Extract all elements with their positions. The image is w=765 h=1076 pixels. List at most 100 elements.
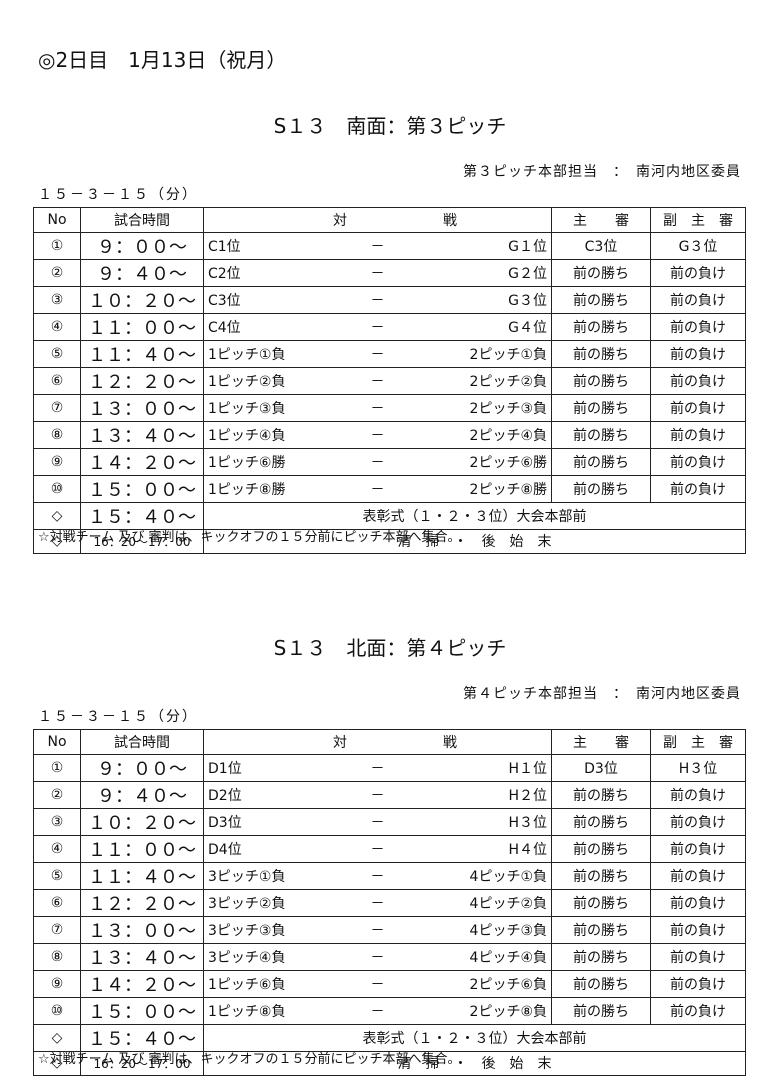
match-no: ⑦	[33, 393, 81, 422]
referee: 前の勝ち	[551, 258, 651, 287]
match-cell: C3位 － G３位	[203, 285, 552, 314]
match-no: ⑩	[33, 996, 81, 1025]
team-a: D2位	[208, 787, 242, 804]
match-cell: 1ピッチ⑥勝 － 2ピッチ⑥勝	[203, 447, 552, 476]
match-row: ⑤ １１：４０～ 1ピッチ①負 － 2ピッチ①負 前の勝ち 前の負け	[33, 339, 746, 368]
vs: －	[370, 841, 385, 858]
vs: －	[370, 976, 385, 993]
team-a: 1ピッチ⑧勝	[208, 481, 286, 498]
match-time: １３：４０～	[80, 420, 204, 449]
match-no: ⑨	[33, 447, 81, 476]
match-time: １１：４０～	[80, 861, 204, 890]
assistant: 前の負け	[650, 915, 746, 944]
page-title: ◎2日目 1月13日（祝月）	[38, 48, 287, 72]
match-no: ⑦	[33, 915, 81, 944]
match-row: ⑩ １５：００～ 1ピッチ⑧負 － 2ピッチ⑧負 前の勝ち 前の負け	[33, 996, 746, 1025]
match-no: ◇	[33, 1050, 81, 1076]
team-b: 4ピッチ④負	[469, 949, 547, 966]
team-a: D4位	[208, 841, 242, 858]
referee: D3位	[551, 753, 651, 782]
vs: －	[370, 400, 385, 417]
vs: －	[370, 373, 385, 390]
match-cell: 1ピッチ②負 － 2ピッチ②負	[203, 366, 552, 395]
match: C2位 － G２位	[208, 263, 547, 283]
team-b: 2ピッチ③負	[469, 400, 547, 417]
assistant: 前の負け	[650, 447, 746, 476]
event: 清 掃 ・ 後 始 末	[203, 528, 746, 554]
team-b: H４位	[508, 841, 547, 858]
col-header: 戦	[443, 212, 457, 229]
match-cell: 3ピッチ③負 － 4ピッチ③負	[203, 915, 552, 944]
team-b: H２位	[508, 787, 547, 804]
vs: －	[370, 346, 385, 363]
assistant: 前の負け	[650, 861, 746, 890]
match-header: 対戦	[208, 732, 547, 752]
team-a: 3ピッチ①負	[208, 868, 286, 885]
team-a: 3ピッチ③負	[208, 922, 286, 939]
col-header: 試合時間	[80, 729, 204, 755]
match-cell: D2位 － H２位	[203, 780, 552, 809]
match-cell: 1ピッチ⑥負 － 2ピッチ⑥負	[203, 969, 552, 998]
vs: －	[370, 427, 385, 444]
match-cell: D1位 － H１位	[203, 753, 552, 782]
col-header: 主 審	[551, 207, 651, 233]
match-row: ◇ 16：20～17：00 清 掃 ・ 後 始 末	[33, 1050, 746, 1076]
match: D1位 － H１位	[208, 758, 547, 778]
vs: －	[370, 265, 385, 282]
match-time: １３：４０～	[80, 942, 204, 971]
team-b: H１位	[508, 760, 547, 777]
match-row: ② ９：４０～ C2位 － G２位 前の勝ち 前の負け	[33, 258, 746, 287]
match-cell: D3位 － H３位	[203, 807, 552, 836]
team-a: 3ピッチ④負	[208, 949, 286, 966]
team-a: 1ピッチ⑥勝	[208, 454, 286, 471]
team-a: D1位	[208, 760, 242, 777]
vs: －	[370, 481, 385, 498]
match-header: 対戦	[208, 210, 547, 230]
assistant: H３位	[650, 753, 746, 782]
match-row: ◇ １５：４０～ 表彰式（１・２・３位）大会本部前	[33, 1023, 746, 1052]
referee: 前の勝ち	[551, 420, 651, 449]
match-time: １５：００～	[80, 996, 204, 1025]
match-no: ③	[33, 807, 81, 836]
vs: －	[370, 319, 385, 336]
match: C3位 － G３位	[208, 290, 547, 310]
match: 3ピッチ②負 － 4ピッチ②負	[208, 893, 547, 913]
team-b: G３位	[508, 292, 547, 309]
match: D2位 － H２位	[208, 785, 547, 805]
match-time: １５：４０～	[80, 1023, 204, 1052]
referee: 前の勝ち	[551, 861, 651, 890]
match-no: ④	[33, 312, 81, 341]
match-row: ◇ １５：４０～ 表彰式（１・２・３位）大会本部前	[33, 501, 746, 530]
header-row: No 試合時間対戦主 審副 主 審	[33, 207, 746, 233]
match: 1ピッチ⑥負 － 2ピッチ⑥負	[208, 974, 547, 994]
team-b: 2ピッチ⑥負	[469, 976, 547, 993]
vs: －	[370, 949, 385, 966]
team-a: 1ピッチ②負	[208, 373, 286, 390]
vs: －	[370, 814, 385, 831]
match-time: １５：００～	[80, 474, 204, 503]
event: 表彰式（１・２・３位）大会本部前	[203, 1023, 746, 1052]
match-time: 16：20～17：00	[80, 1050, 204, 1076]
assistant: 前の負け	[650, 258, 746, 287]
team-b: 2ピッチ④負	[469, 427, 547, 444]
assistant: 前の負け	[650, 996, 746, 1025]
team-a: 3ピッチ②負	[208, 895, 286, 912]
col-header: 試合時間	[80, 207, 204, 233]
event: 表彰式（１・２・３位）大会本部前	[203, 501, 746, 530]
match-row: ⑦ １３：００～ 1ピッチ③負 － 2ピッチ③負 前の勝ち 前の負け	[33, 393, 746, 422]
team-a: C3位	[208, 292, 241, 309]
vs: －	[370, 292, 385, 309]
team-a: D3位	[208, 814, 242, 831]
note: ☆対戦チーム 及び 審判は、キックオフの１５分前にピッチ本部へ集合。	[38, 530, 461, 545]
match-row: ③ １０：２０～ D3位 － H３位 前の勝ち 前の負け	[33, 807, 746, 836]
match-no: ②	[33, 780, 81, 809]
referee: 前の勝ち	[551, 969, 651, 998]
assistant: 前の負け	[650, 393, 746, 422]
referee: 前の勝ち	[551, 339, 651, 368]
match-row: ⑤ １１：４０～ 3ピッチ①負 － 4ピッチ①負 前の勝ち 前の負け	[33, 861, 746, 890]
col-header: No	[33, 207, 81, 233]
team-a: 1ピッチ③負	[208, 400, 286, 417]
team-a: 1ピッチ⑥負	[208, 976, 286, 993]
referee: 前の勝ち	[551, 366, 651, 395]
team-b: 2ピッチ①負	[469, 346, 547, 363]
